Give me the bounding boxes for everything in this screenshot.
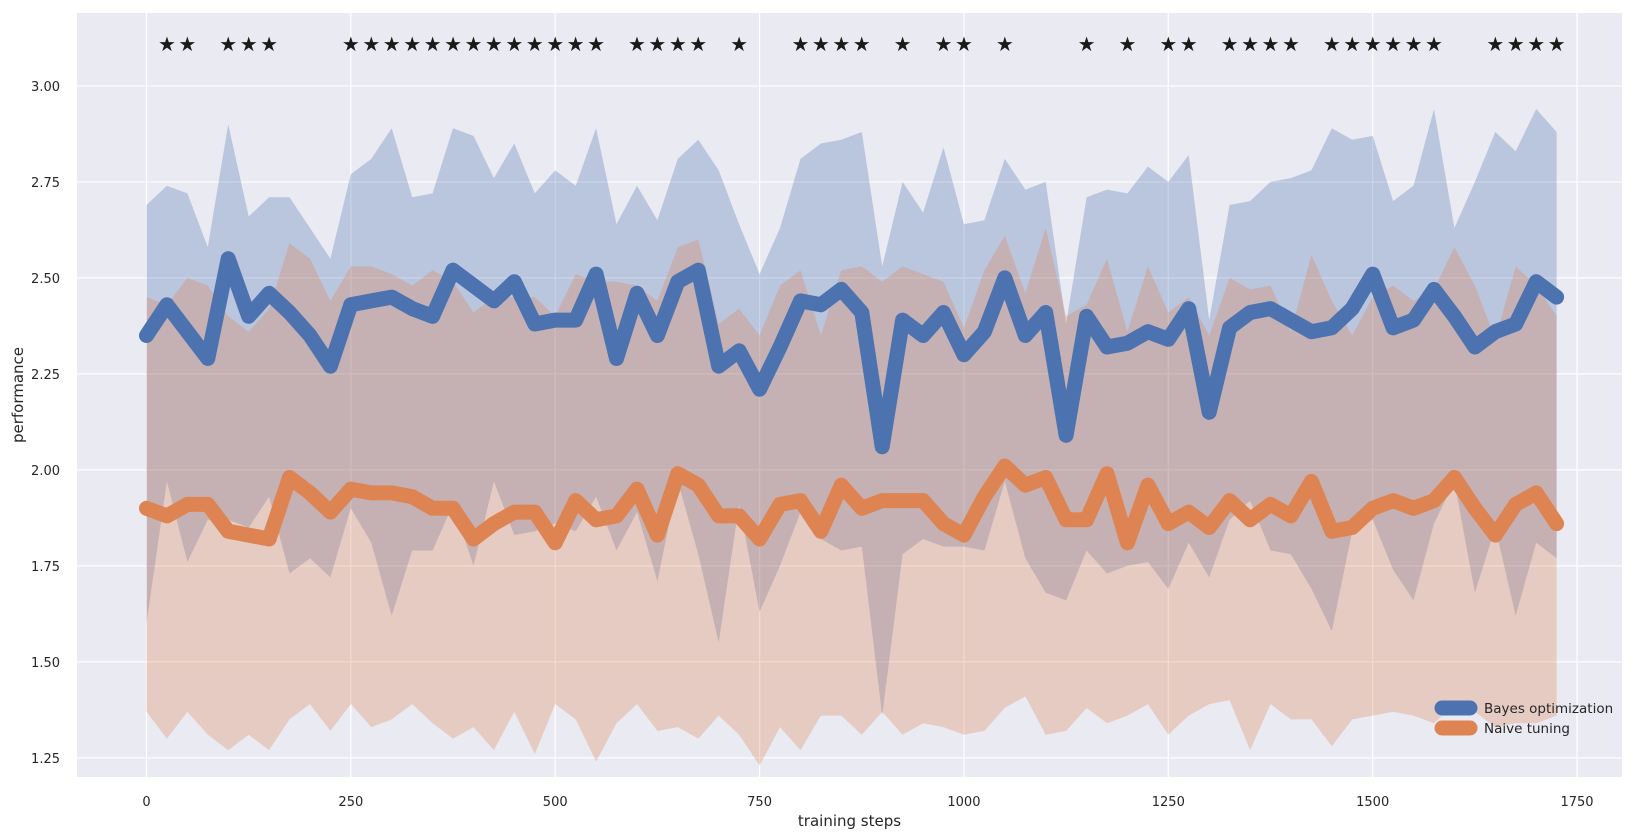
significance-star: ★ bbox=[485, 32, 503, 56]
y-tick-label: 2.50 bbox=[31, 272, 60, 287]
x-tick-labels: 0 250 500 750 1000 1250 1500 1750 bbox=[142, 795, 1593, 810]
confidence-bands bbox=[146, 109, 1557, 766]
legend-label: Naive tuning bbox=[1484, 721, 1570, 737]
significance-star: ★ bbox=[996, 32, 1014, 56]
significance-star: ★ bbox=[894, 32, 912, 56]
significance-star: ★ bbox=[812, 32, 830, 56]
y-tick-label: 3.00 bbox=[31, 80, 60, 95]
significance-star: ★ bbox=[464, 32, 482, 56]
significance-star: ★ bbox=[240, 32, 258, 56]
significance-star: ★ bbox=[1425, 32, 1443, 56]
y-tick-label: 1.50 bbox=[31, 656, 60, 671]
significance-star: ★ bbox=[383, 32, 401, 56]
series-line-naive-tuning bbox=[139, 458, 1565, 551]
significance-star: ★ bbox=[648, 32, 666, 56]
significance-star: ★ bbox=[730, 32, 748, 56]
significance-star: ★ bbox=[1262, 32, 1280, 56]
x-tick-label: 250 bbox=[338, 795, 363, 810]
significance-markers: ★ ★ ★ ★ ★ ★ ★ ★ ★ ★ ★ ★ ★ ★ ★ ★ ★ ★ ★ ★ ★ ★ ★ ★ ★ ★ ★ ★ ★ ★ ★ ★ ★ ★ ★ ★ ★ ★ ★ ★… bbox=[158, 32, 1566, 56]
significance-star: ★ bbox=[260, 32, 278, 56]
significance-star: ★ bbox=[178, 32, 196, 56]
significance-star: ★ bbox=[1323, 32, 1341, 56]
y-tick-label: 2.75 bbox=[31, 176, 60, 191]
significance-star: ★ bbox=[1507, 32, 1525, 56]
plot-background bbox=[77, 13, 1622, 777]
grid bbox=[77, 13, 1622, 777]
confidence-band-bayes bbox=[146, 109, 1557, 716]
significance-star: ★ bbox=[1159, 32, 1177, 56]
y-tick-label: 1.75 bbox=[31, 560, 60, 575]
significance-star: ★ bbox=[1343, 32, 1361, 56]
x-tick-label: 750 bbox=[747, 795, 772, 810]
x-tick-label: 1500 bbox=[1356, 795, 1389, 810]
significance-star: ★ bbox=[1180, 32, 1198, 56]
significance-star: ★ bbox=[1548, 32, 1566, 56]
significance-star: ★ bbox=[1118, 32, 1136, 56]
significance-star: ★ bbox=[587, 32, 605, 56]
significance-star: ★ bbox=[1405, 32, 1423, 56]
significance-star: ★ bbox=[832, 32, 850, 56]
significance-star: ★ bbox=[1282, 32, 1300, 56]
significance-star: ★ bbox=[158, 32, 176, 56]
significance-star: ★ bbox=[1221, 32, 1239, 56]
significance-star: ★ bbox=[567, 32, 585, 56]
significance-star: ★ bbox=[1384, 32, 1402, 56]
significance-star: ★ bbox=[424, 32, 442, 56]
significance-star: ★ bbox=[689, 32, 707, 56]
y-tick-labels: 1.25 1.50 1.75 2.00 2.25 2.50 2.75 3.00 bbox=[31, 80, 60, 767]
significance-star: ★ bbox=[342, 32, 360, 56]
y-axis-label: performance bbox=[9, 347, 27, 443]
significance-star: ★ bbox=[1364, 32, 1382, 56]
significance-star: ★ bbox=[526, 32, 544, 56]
significance-star: ★ bbox=[444, 32, 462, 56]
significance-star: ★ bbox=[546, 32, 564, 56]
legend-label: Bayes optimization bbox=[1484, 701, 1613, 717]
significance-star: ★ bbox=[1241, 32, 1259, 56]
legend: Bayes optimization Naive tuning bbox=[1434, 700, 1613, 737]
x-tick-label: 1000 bbox=[947, 795, 980, 810]
significance-star: ★ bbox=[669, 32, 687, 56]
series-lines bbox=[139, 251, 1565, 551]
significance-star: ★ bbox=[628, 32, 646, 56]
x-tick-label: 1250 bbox=[1152, 795, 1185, 810]
significance-star: ★ bbox=[1078, 32, 1096, 56]
significance-star: ★ bbox=[403, 32, 421, 56]
significance-star: ★ bbox=[1527, 32, 1545, 56]
significance-star: ★ bbox=[219, 32, 237, 56]
x-tick-label: 1750 bbox=[1560, 795, 1593, 810]
significance-star: ★ bbox=[505, 32, 523, 56]
series-line-bayes-optimization bbox=[139, 251, 1565, 455]
significance-star: ★ bbox=[362, 32, 380, 56]
significance-star: ★ bbox=[955, 32, 973, 56]
x-tick-label: 500 bbox=[543, 795, 568, 810]
y-tick-label: 1.25 bbox=[31, 752, 60, 767]
significance-star: ★ bbox=[853, 32, 871, 56]
y-tick-label: 2.25 bbox=[31, 368, 60, 383]
significance-star: ★ bbox=[935, 32, 953, 56]
x-axis-label: training steps bbox=[798, 812, 901, 830]
y-tick-label: 2.00 bbox=[31, 464, 60, 479]
significance-star: ★ bbox=[1486, 32, 1504, 56]
significance-star: ★ bbox=[791, 32, 809, 56]
x-tick-label: 0 bbox=[142, 795, 150, 810]
